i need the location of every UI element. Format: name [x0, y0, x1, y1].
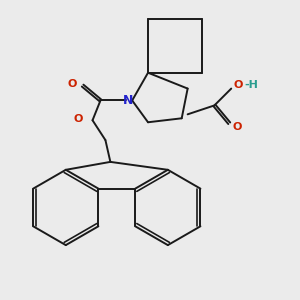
Text: O: O [232, 122, 242, 132]
Text: -H: -H [244, 80, 258, 90]
Text: O: O [73, 114, 83, 124]
Text: O: O [233, 80, 243, 90]
Text: O: O [67, 79, 77, 88]
Text: N: N [123, 94, 134, 107]
